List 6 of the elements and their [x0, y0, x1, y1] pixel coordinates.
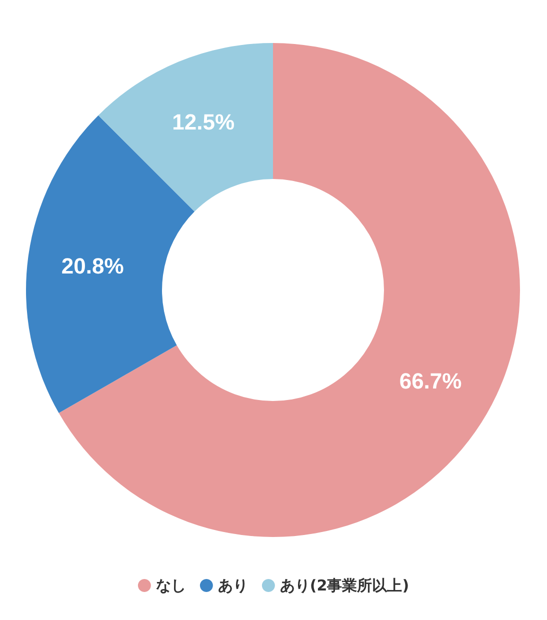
legend-label: なし: [156, 576, 186, 594]
data-label: 20.8%: [61, 254, 124, 279]
legend-label: あり(2事業所以上): [280, 576, 410, 594]
data-label: 66.7%: [399, 368, 462, 394]
legend-label: あり: [218, 576, 248, 594]
data-label: 12.5%: [172, 109, 235, 134]
